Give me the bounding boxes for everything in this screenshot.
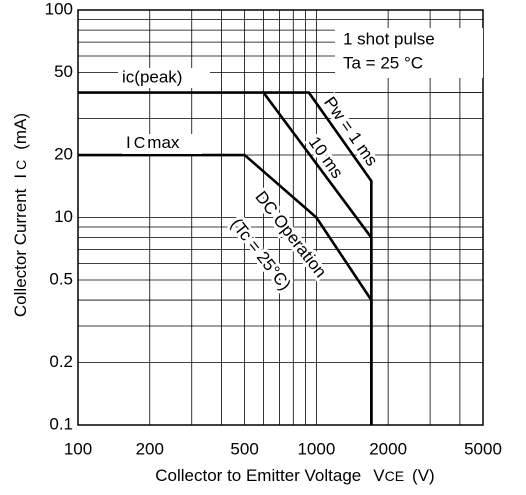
annotation-part: max [147, 133, 180, 152]
x-tick-label: 5000 [464, 439, 502, 458]
x-tick-label: 200 [136, 439, 164, 458]
x-axis-label: Collector to Emitter Voltage VCE (V) [155, 466, 434, 485]
curve [78, 153, 373, 425]
x-tick-label: 100 [64, 439, 92, 458]
y-tick-label: 0.1 [49, 414, 73, 433]
plot-frame [77, 9, 484, 426]
annotation-bg [122, 134, 202, 154]
y-label-part: Collector CurrentIC(mA) [11, 113, 30, 317]
y-tick-label: 0.5 [49, 269, 73, 288]
y-tick-label: 10 [54, 207, 73, 226]
x-tick-label: 2000 [369, 439, 407, 458]
annotation-part: C [134, 135, 146, 152]
y-tick-label: 20 [54, 145, 73, 164]
annotation: 1 shot pulse [343, 29, 435, 48]
y-tick-label: 0.2 [49, 352, 73, 371]
x-tick-label: 500 [230, 439, 258, 458]
annotation: ic(peak) [122, 67, 182, 86]
y-tick-label: 100 [45, 0, 73, 18]
x-tick-label: 1000 [297, 439, 335, 458]
y-tick-label: 50 [54, 62, 73, 81]
y-axis-label: Collector CurrentIC(mA) [11, 113, 30, 317]
annotation-box [335, 28, 483, 78]
annotation: Ta = 25 °C [343, 53, 423, 72]
annotation-bg [118, 68, 210, 88]
annotation-part: I [126, 133, 131, 152]
